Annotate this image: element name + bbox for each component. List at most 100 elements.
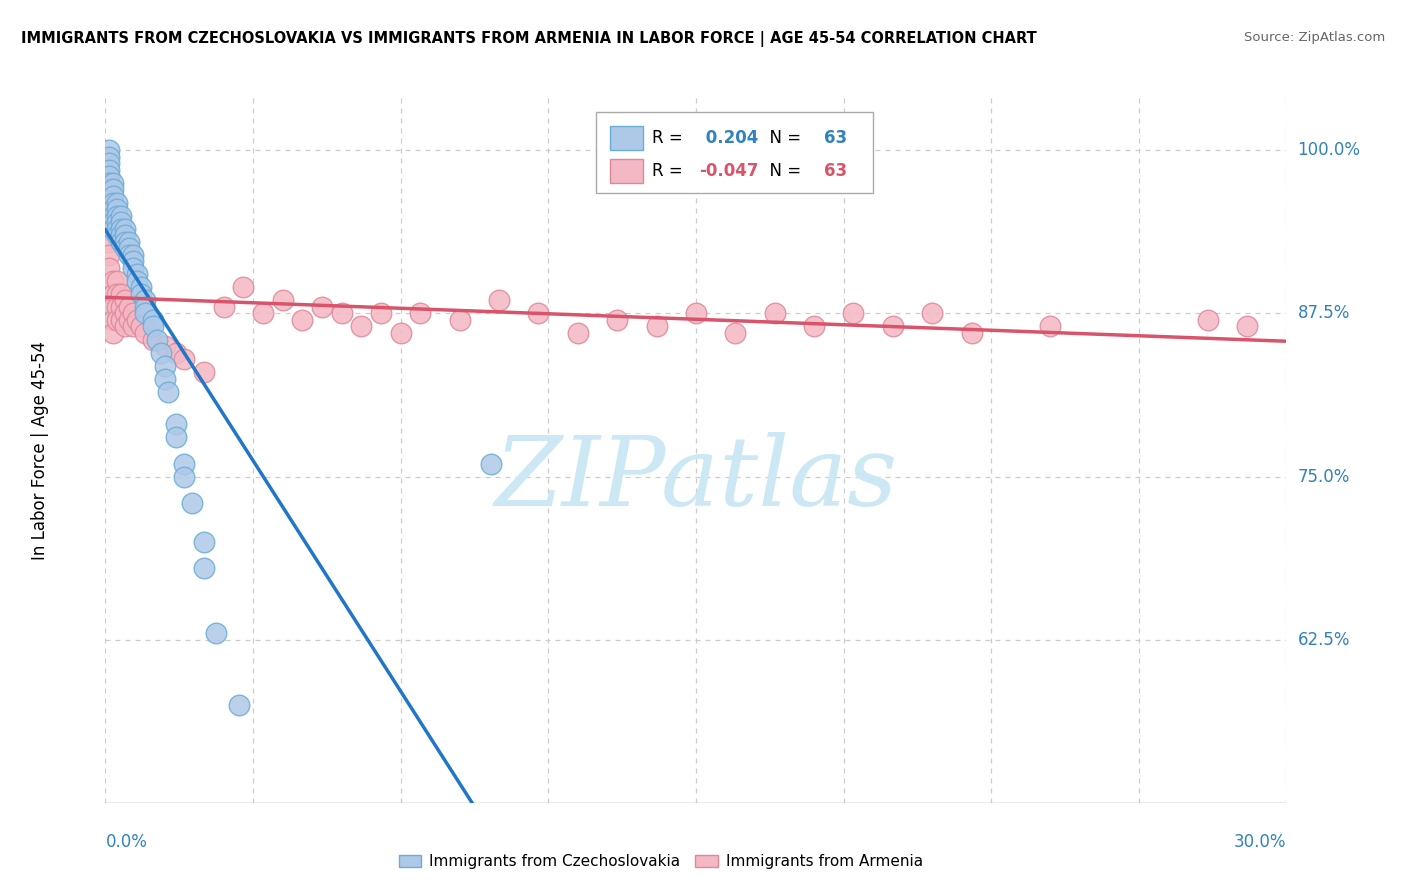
Point bbox=[212, 300, 235, 314]
Point bbox=[114, 319, 136, 334]
Point bbox=[105, 195, 128, 210]
Text: -0.047: -0.047 bbox=[700, 161, 759, 179]
Point bbox=[350, 319, 373, 334]
Point bbox=[311, 300, 333, 314]
Point bbox=[181, 496, 204, 510]
Point bbox=[98, 260, 121, 275]
Point bbox=[98, 189, 121, 203]
Point bbox=[105, 274, 128, 288]
Point bbox=[921, 306, 943, 320]
Bar bbox=[610, 159, 643, 183]
Point bbox=[134, 300, 156, 314]
Point bbox=[98, 169, 121, 184]
Point bbox=[118, 300, 141, 314]
Point bbox=[103, 176, 125, 190]
Point bbox=[173, 469, 195, 483]
Point bbox=[204, 626, 226, 640]
Point bbox=[122, 306, 145, 320]
Point bbox=[252, 306, 274, 320]
Point bbox=[409, 306, 432, 320]
Text: 30.0%: 30.0% bbox=[1234, 833, 1286, 851]
Point bbox=[103, 209, 125, 223]
Point bbox=[114, 293, 136, 308]
Point bbox=[153, 372, 176, 386]
Point bbox=[193, 561, 215, 575]
Point bbox=[98, 182, 121, 196]
Point bbox=[105, 286, 128, 301]
Legend: Immigrants from Czechoslovakia, Immigrants from Armenia: Immigrants from Czechoslovakia, Immigran… bbox=[392, 848, 929, 875]
Text: 100.0%: 100.0% bbox=[1298, 141, 1361, 160]
FancyBboxPatch shape bbox=[596, 112, 873, 194]
Point bbox=[803, 319, 825, 334]
Point bbox=[98, 195, 121, 210]
Point bbox=[105, 300, 128, 314]
Point bbox=[389, 326, 412, 340]
Point bbox=[142, 319, 165, 334]
Point bbox=[103, 313, 125, 327]
Point bbox=[105, 209, 128, 223]
Point bbox=[114, 228, 136, 243]
Point bbox=[1039, 319, 1062, 334]
Point bbox=[479, 457, 502, 471]
Point bbox=[103, 326, 125, 340]
Point bbox=[134, 326, 156, 340]
Text: N =: N = bbox=[759, 129, 806, 147]
Point bbox=[291, 313, 314, 327]
Text: 87.5%: 87.5% bbox=[1298, 304, 1350, 322]
Point bbox=[125, 313, 148, 327]
Point bbox=[103, 274, 125, 288]
Point bbox=[142, 313, 165, 327]
Point bbox=[103, 215, 125, 229]
Point bbox=[157, 384, 180, 399]
Point bbox=[527, 306, 550, 320]
Text: N =: N = bbox=[759, 161, 806, 179]
Point bbox=[165, 345, 187, 359]
Point bbox=[114, 241, 136, 255]
Point bbox=[724, 326, 747, 340]
Point bbox=[110, 209, 132, 223]
Point bbox=[98, 202, 121, 216]
Text: In Labor Force | Age 45-54: In Labor Force | Age 45-54 bbox=[31, 341, 49, 560]
Point bbox=[122, 254, 145, 268]
Point bbox=[125, 274, 148, 288]
Point bbox=[122, 319, 145, 334]
Point bbox=[105, 215, 128, 229]
Point bbox=[129, 280, 152, 294]
Point bbox=[165, 417, 187, 432]
Point bbox=[228, 698, 250, 712]
Point bbox=[98, 176, 121, 190]
Text: Source: ZipAtlas.com: Source: ZipAtlas.com bbox=[1244, 31, 1385, 45]
Point bbox=[125, 268, 148, 282]
Point bbox=[134, 293, 156, 308]
Point bbox=[110, 235, 132, 249]
Text: 0.204: 0.204 bbox=[700, 129, 758, 147]
Point bbox=[110, 221, 132, 235]
Point bbox=[98, 209, 121, 223]
Point bbox=[110, 313, 132, 327]
Point bbox=[271, 293, 294, 308]
Point bbox=[645, 319, 668, 334]
Point bbox=[105, 221, 128, 235]
Point bbox=[118, 241, 141, 255]
Point bbox=[98, 169, 121, 184]
Point bbox=[1236, 319, 1258, 334]
Point bbox=[142, 333, 165, 347]
Point bbox=[122, 248, 145, 262]
Point bbox=[98, 156, 121, 170]
Point bbox=[105, 228, 128, 243]
Point bbox=[110, 286, 132, 301]
Point bbox=[98, 248, 121, 262]
Point bbox=[449, 313, 471, 327]
Point bbox=[103, 195, 125, 210]
Point bbox=[134, 306, 156, 320]
Point bbox=[105, 313, 128, 327]
Point bbox=[606, 313, 628, 327]
Point bbox=[763, 306, 786, 320]
Point bbox=[129, 286, 152, 301]
Point bbox=[370, 306, 392, 320]
Point bbox=[103, 202, 125, 216]
Point bbox=[98, 235, 121, 249]
Point bbox=[98, 144, 121, 158]
Text: 75.0%: 75.0% bbox=[1298, 467, 1350, 485]
Point bbox=[153, 339, 176, 353]
